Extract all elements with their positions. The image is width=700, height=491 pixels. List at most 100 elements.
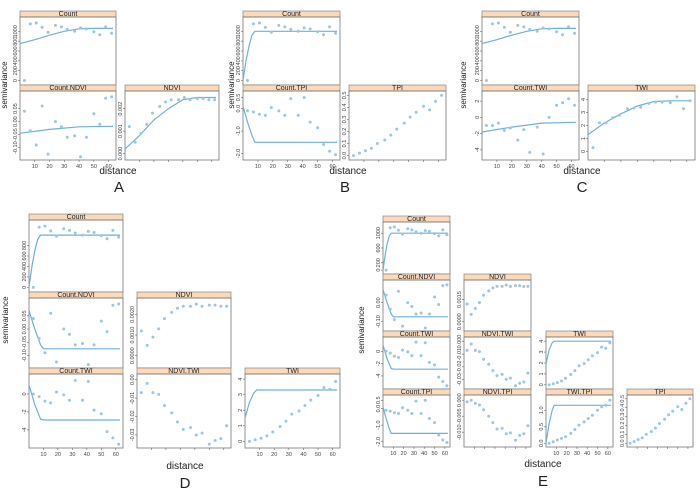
semivariance-point	[283, 25, 287, 29]
fitted-variogram-line	[242, 106, 337, 143]
semivariance-point	[322, 33, 326, 37]
semivariance-point	[608, 398, 612, 402]
semivariance-point	[675, 95, 679, 99]
semivariance-point	[388, 351, 392, 355]
semivariance-point	[469, 342, 473, 346]
panel-title: TWI	[635, 85, 648, 92]
x-tick-label: 60	[329, 164, 335, 170]
semivariance-point	[582, 362, 586, 366]
semivariance-point	[487, 362, 491, 366]
y-tick-label: 0.0015	[457, 291, 463, 308]
panel-count-ndvi: Count.NDVI -0.10-0.050.00 0.05 10 20 30 40 50 60	[13, 84, 117, 170]
semivariance-point	[657, 422, 661, 426]
semivariance-point	[188, 98, 192, 102]
semivariance-point	[477, 403, 481, 407]
y-tick-label: 0.0	[539, 440, 545, 448]
semivariance-point	[213, 303, 217, 307]
semivariance-point	[445, 441, 449, 445]
semivariance-point	[157, 327, 161, 331]
semivariance-point	[406, 301, 410, 305]
semivariance-point	[604, 121, 608, 125]
semivariance-point	[502, 25, 506, 29]
fitted-variogram-line	[481, 121, 577, 133]
y-tick-label: -2	[376, 361, 382, 366]
x-tick-label: 40	[421, 451, 427, 457]
panel-title: Count	[282, 11, 301, 18]
semivariance-point	[535, 29, 539, 33]
semivariance-point	[289, 27, 293, 31]
x-tick-label: 60	[330, 452, 336, 458]
semivariance-point	[508, 30, 512, 34]
semivariance-point	[632, 439, 636, 443]
semivariance-point	[495, 284, 499, 288]
semivariance-point	[484, 79, 488, 83]
semivariance-point	[555, 103, 559, 107]
semivariance-point	[396, 228, 400, 232]
x-axis-label: distance	[329, 166, 367, 177]
semivariance-point	[441, 438, 445, 442]
semivariance-point	[419, 231, 423, 235]
semivariance-point	[290, 412, 294, 416]
panel-title: TPI	[655, 389, 666, 396]
semivariance-point	[81, 233, 85, 237]
semivariance-point	[302, 26, 306, 30]
y-tick-label: 600	[22, 251, 28, 260]
semivariance-point	[53, 120, 57, 124]
semivariance-point	[526, 424, 530, 428]
y-tick-label: 0.00	[13, 116, 19, 127]
semivariance-point	[369, 146, 373, 150]
panel-twi-tpi: TWI.TPI 0.0 0.5 1.0 10 20 30 40 50 60	[539, 388, 614, 457]
semivariance-point	[477, 301, 481, 305]
semivariance-point	[596, 408, 600, 412]
panel-title: NDVI.TWI	[482, 331, 514, 338]
semivariance-point	[428, 108, 432, 112]
semivariance-point	[189, 426, 193, 430]
y-tick-label: 1	[238, 424, 244, 427]
semivariance-point	[441, 284, 445, 288]
semivariance-point	[105, 330, 109, 334]
semivariance-point	[667, 413, 671, 417]
semivariance-point	[145, 122, 149, 126]
semivariance-point	[644, 432, 648, 436]
y-tick-label: 0.0	[620, 439, 626, 447]
panel-title: NDVI	[164, 85, 181, 92]
semivariance-point	[67, 332, 71, 336]
semivariance-point	[528, 27, 532, 31]
semivariance-point	[86, 363, 90, 367]
semivariance-point	[586, 417, 590, 421]
semivariance-point	[308, 120, 312, 124]
x-tick-label: 20	[270, 164, 276, 170]
semivariance-point	[384, 349, 388, 353]
semivariance-point	[526, 284, 530, 288]
y-tick-label: 600	[236, 46, 242, 55]
y-tick-label: 2	[475, 100, 481, 103]
semivariance-point	[53, 23, 57, 27]
semivariance-point	[477, 350, 481, 354]
semivariance-point	[309, 398, 313, 402]
panel-frame	[136, 373, 232, 449]
panel-frame	[545, 336, 614, 390]
semivariance-point	[31, 392, 35, 396]
panel-twi: TWI 0 1 2 3 4	[581, 84, 696, 162]
fitted-variogram-line	[19, 125, 114, 134]
semivariance-point	[98, 122, 102, 126]
y-tick-label: 0	[475, 79, 481, 82]
semivariance-point	[406, 350, 410, 354]
x-tick-label: 30	[285, 164, 291, 170]
semivariance-point	[561, 33, 565, 37]
semivariance-point	[541, 152, 545, 156]
x-tick-label: 50	[554, 164, 560, 170]
semivariance-point	[577, 423, 581, 427]
fitted-variogram-line	[28, 234, 121, 288]
semivariance-point	[427, 229, 431, 233]
semivariance-point	[67, 228, 71, 232]
semivariance-point	[567, 25, 571, 29]
semivariance-point	[410, 304, 414, 308]
semivariance-point	[567, 97, 571, 101]
panel-frame	[382, 279, 451, 332]
panel-title: NDVI.TPI	[483, 389, 513, 396]
fitted-variogram-line	[124, 96, 217, 150]
panel-title: NDVI.TWI	[168, 368, 200, 375]
x-tick-label: 20	[401, 451, 407, 457]
